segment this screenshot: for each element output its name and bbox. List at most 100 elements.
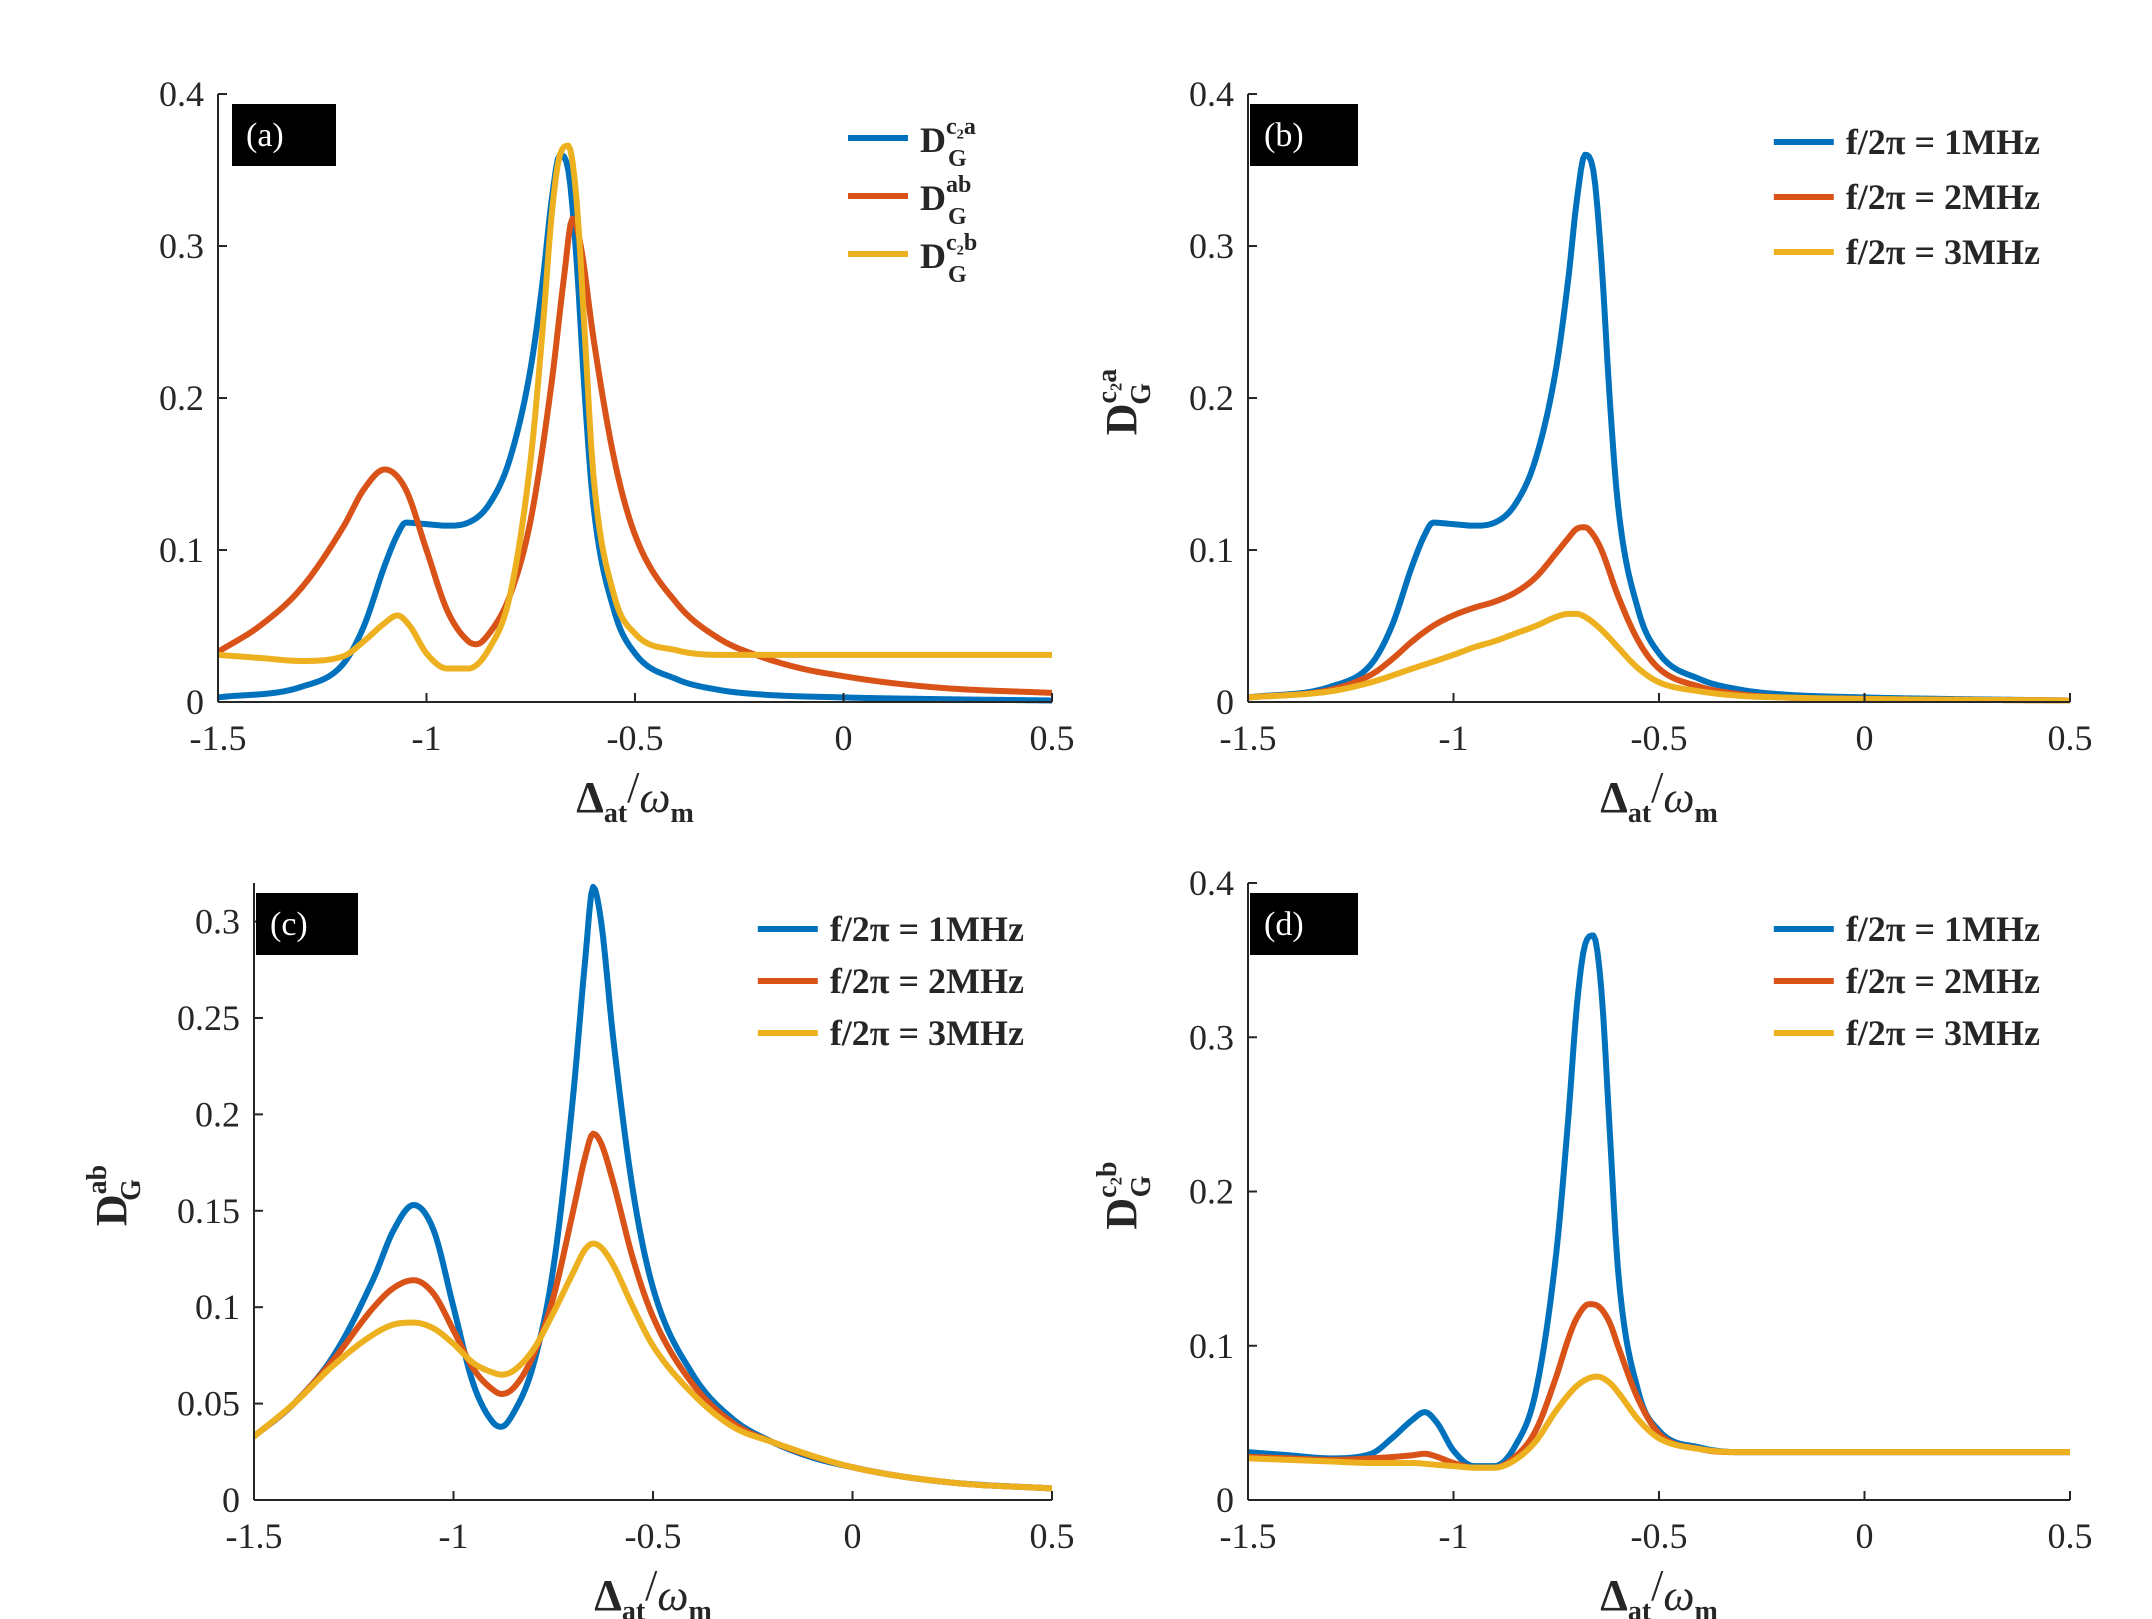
- legend: f/2π = 1MHz f/2π = 2MHz f/2π = 3MHz: [1773, 122, 2040, 272]
- y-tick-label: 0: [1216, 1480, 1234, 1520]
- chart-panel-d: -1.5 -1 -0.5 0 0.5 0 0.1 0.2 0.3 0.4 Δat/ωm Dc₂b G (d…: [1092, 863, 2093, 1619]
- legend-label: f/2π = 2MHz: [1846, 961, 2040, 1001]
- series-group: [218, 142, 1052, 704]
- x-axis-label: Δat/ωm: [576, 763, 694, 829]
- y-tick-label: 0.3: [159, 226, 204, 266]
- x-tick-label: 0: [835, 718, 853, 758]
- legend-item-3: f/2π = 3MHz: [1773, 1013, 2040, 1053]
- panel-label: (a): [246, 117, 284, 154]
- x-tick-label: 0.5: [2048, 718, 2093, 758]
- x-tick-label: -1: [1439, 1516, 1469, 1556]
- y-axis-label: Dc₂a G: [1092, 369, 1157, 436]
- x-tick-label: -0.5: [607, 718, 664, 758]
- series-group: [1248, 932, 2070, 1471]
- legend-item-3: Dc₂b G: [848, 230, 977, 288]
- y-tick-label: 0.15: [177, 1191, 240, 1231]
- y-tick-label: 0.2: [1189, 378, 1234, 418]
- legend-label: f/2π = 3MHz: [830, 1013, 1024, 1053]
- x-tick-label: 0: [1856, 718, 1874, 758]
- legend-item-3: f/2π = 3MHz: [757, 1013, 1024, 1053]
- legend-item-1: f/2π = 1MHz: [1773, 909, 2040, 949]
- panel-label-box: [232, 104, 336, 166]
- legend-label: Dc₂b G: [920, 230, 977, 288]
- legend-label: Dc₂a G: [920, 114, 976, 172]
- x-tick-label: -1.5: [226, 1516, 283, 1556]
- series-group: [254, 883, 1052, 1492]
- x-axis-label: Δat/ωm: [594, 1561, 712, 1619]
- x-tick-label: -0.5: [1631, 718, 1688, 758]
- legend-item-2: f/2π = 2MHz: [1773, 177, 2040, 217]
- y-tick-label: 0.05: [177, 1384, 240, 1424]
- series-line-2: [1248, 1301, 2070, 1471]
- panel-label: (c): [270, 906, 308, 943]
- legend-label: f/2π = 2MHz: [1846, 177, 2040, 217]
- legend: f/2π = 1MHz f/2π = 2MHz f/2π = 3MHz: [1773, 909, 2040, 1053]
- y-tick-label: 0: [222, 1480, 240, 1520]
- y-tick-label: 0.1: [159, 530, 204, 570]
- series-line-3: [1248, 610, 2070, 704]
- x-tick-label: -1: [1439, 718, 1469, 758]
- legend-item-2: Dab G: [848, 172, 971, 230]
- chart-panel-c: -1.5 -1 -0.5 0 0.5 0 0.05 0.1 0.15 0.2 0.25 0.3 Δat/…: [82, 883, 1075, 1619]
- x-tick-label: -1: [439, 1516, 469, 1556]
- y-tick-label: 0.3: [1189, 1017, 1234, 1057]
- legend-label: Dab G: [920, 172, 971, 230]
- legend-label: f/2π = 3MHz: [1846, 232, 2040, 272]
- legend-label: f/2π = 1MHz: [1846, 909, 2040, 949]
- y-tick-label: 0.25: [177, 998, 240, 1038]
- y-tick-label: 0: [186, 682, 204, 722]
- x-tick-label: -0.5: [1631, 1516, 1688, 1556]
- legend-label: f/2π = 2MHz: [830, 961, 1024, 1001]
- x-tick-label: 0.5: [1030, 718, 1075, 758]
- series-line-1: [218, 151, 1052, 704]
- series-line-2: [254, 1130, 1052, 1492]
- legend: f/2π = 1MHz f/2π = 2MHz f/2π = 3MHz: [757, 909, 1024, 1053]
- x-tick-label: -1: [412, 718, 442, 758]
- series-line-2: [218, 215, 1052, 696]
- legend-label: f/2π = 1MHz: [830, 909, 1024, 949]
- y-tick-label: 0.1: [195, 1287, 240, 1327]
- series-line-3: [1248, 1373, 2070, 1471]
- x-tick-label: -1.5: [190, 718, 247, 758]
- y-tick-label: 0.2: [195, 1094, 240, 1134]
- x-tick-label: 0.5: [2048, 1516, 2093, 1556]
- y-tick-label: 0: [1216, 682, 1234, 722]
- y-tick-label: 0.1: [1189, 530, 1234, 570]
- y-tick-label: 0.2: [1189, 1172, 1234, 1212]
- series-line-3: [254, 1240, 1052, 1492]
- x-tick-label: 0: [1856, 1516, 1874, 1556]
- panel-label: (b): [1264, 117, 1304, 154]
- y-tick-label: 0.4: [1189, 863, 1234, 903]
- legend-label: f/2π = 3MHz: [1846, 1013, 2040, 1053]
- series-group: [1248, 151, 2070, 704]
- x-tick-label: -1.5: [1220, 718, 1277, 758]
- chart-panel-b: -1.5 -1 -0.5 0 0.5 0 0.1 0.2 0.3 0.4 Δat/ωm Dc₂a G (b…: [1092, 74, 2093, 829]
- x-tick-label: -1.5: [1220, 1516, 1277, 1556]
- panel-label-box: [1250, 893, 1358, 955]
- series-line-3: [218, 142, 1052, 672]
- legend-label: f/2π = 1MHz: [1846, 122, 2040, 162]
- y-tick-label: 0.2: [159, 378, 204, 418]
- legend-item-2: f/2π = 2MHz: [1773, 961, 2040, 1001]
- series-line-2: [1248, 524, 2070, 704]
- x-tick-label: 0: [844, 1516, 862, 1556]
- panel-label-box: [256, 893, 358, 955]
- y-tick-label: 0.1: [1189, 1326, 1234, 1366]
- x-axis-label: Δat/ωm: [1600, 1561, 1718, 1619]
- chart-panel-a: -1.5 -1 -0.5 0 0.5 0 0.1 0.2 0.3 0.4 Δat/ωm (a) Dc₂a…: [159, 74, 1075, 829]
- legend-item-1: Dc₂a G: [848, 114, 976, 172]
- y-axis-label: Dab G: [82, 1165, 147, 1226]
- legend-item-3: f/2π = 3MHz: [1773, 232, 2040, 272]
- panel-label-box: [1250, 104, 1358, 166]
- panel-label: (d): [1264, 906, 1304, 943]
- y-tick-label: 0.4: [1189, 74, 1234, 114]
- x-tick-label: -0.5: [625, 1516, 682, 1556]
- legend-item-2: f/2π = 2MHz: [757, 961, 1024, 1001]
- x-axis-label: Δat/ωm: [1600, 763, 1718, 829]
- legend-item-1: f/2π = 1MHz: [1773, 122, 2040, 162]
- y-tick-label: 0.3: [195, 902, 240, 942]
